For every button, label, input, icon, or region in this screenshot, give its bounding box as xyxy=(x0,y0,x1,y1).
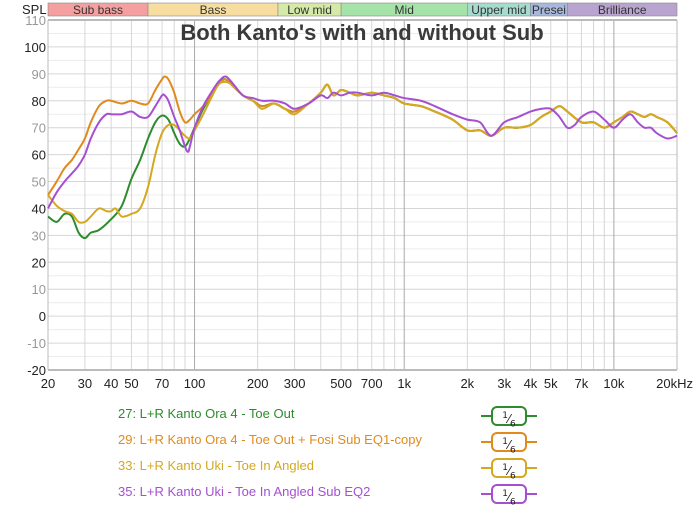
svg-text:50: 50 xyxy=(124,376,138,391)
legend-item-label: 29: L+R Kanto Ora 4 - Toe Out + Fosi Sub… xyxy=(118,432,422,447)
legend-item-label: 27: L+R Kanto Ora 4 - Toe Out xyxy=(118,406,295,421)
svg-text:30: 30 xyxy=(32,228,46,243)
legend-item-label: 33: L+R Kanto Uki - Toe In Angled xyxy=(118,458,314,473)
svg-text:5k: 5k xyxy=(544,376,558,391)
svg-text:3k: 3k xyxy=(497,376,511,391)
svg-text:10: 10 xyxy=(32,282,46,297)
legend-item[interactable]: 33: L+R Kanto Uki - Toe In Angled 1⁄6 xyxy=(0,456,700,482)
svg-text:7k: 7k xyxy=(575,376,589,391)
svg-text:Low mid: Low mid xyxy=(287,3,332,17)
svg-text:100: 100 xyxy=(24,40,46,55)
svg-text:70: 70 xyxy=(155,376,169,391)
chart-grid xyxy=(47,19,678,371)
svg-text:60: 60 xyxy=(32,148,46,163)
smoothing-value: 1⁄6 xyxy=(491,406,527,429)
svg-text:110: 110 xyxy=(25,13,46,28)
svg-text:200: 200 xyxy=(247,376,269,391)
svg-text:300: 300 xyxy=(284,376,306,391)
svg-text:40: 40 xyxy=(32,201,46,216)
svg-text:-20: -20 xyxy=(27,363,46,378)
svg-text:2k: 2k xyxy=(460,376,474,391)
svg-text:Upper mid: Upper mid xyxy=(471,3,526,17)
legend-item[interactable]: 35: L+R Kanto Uki - Toe In Angled Sub EQ… xyxy=(0,482,700,508)
svg-text:4k: 4k xyxy=(524,376,538,391)
chart-title: Both Kanto's with and without Sub xyxy=(180,20,543,45)
svg-text:20kHz: 20kHz xyxy=(656,376,693,391)
svg-text:700: 700 xyxy=(361,376,383,391)
svg-text:40: 40 xyxy=(104,376,118,391)
legend-item[interactable]: 29: L+R Kanto Ora 4 - Toe Out + Fosi Sub… xyxy=(0,430,700,456)
svg-text:500: 500 xyxy=(330,376,352,391)
smoothing-badge[interactable]: 1⁄6 xyxy=(481,484,537,507)
smoothing-badge[interactable]: 1⁄6 xyxy=(481,432,537,455)
svg-text:20: 20 xyxy=(32,255,46,270)
frequency-band-bar: Sub bass Bass Low mid Mid Upper mid Presei Bri… xyxy=(47,2,678,17)
smoothing-badge[interactable]: 1⁄6 xyxy=(481,406,537,429)
smoothing-value: 1⁄6 xyxy=(491,458,527,481)
svg-text:70: 70 xyxy=(32,121,46,136)
smoothing-badge[interactable]: 1⁄6 xyxy=(481,458,537,481)
svg-text:Mid: Mid xyxy=(395,3,414,17)
frequency-response-chart: Sub bass Bass Low mid Mid Upper mid Presei Bri… xyxy=(22,2,693,391)
svg-text:0: 0 xyxy=(39,309,46,324)
smoothing-value: 1⁄6 xyxy=(491,432,527,455)
svg-text:10k: 10k xyxy=(603,376,624,391)
svg-text:90: 90 xyxy=(32,67,46,82)
svg-text:Sub bass: Sub bass xyxy=(73,3,123,17)
response-curves xyxy=(47,75,678,240)
svg-text:Bass: Bass xyxy=(200,3,227,17)
svg-text:20: 20 xyxy=(41,376,55,391)
svg-text:100: 100 xyxy=(184,376,206,391)
svg-text:-10: -10 xyxy=(27,336,46,351)
x-axis-ticks: 20 30 40 50 70 100 200 300 500 700 1k 2k 3k 4k 5k 7k 10k… xyxy=(41,376,693,391)
svg-text:80: 80 xyxy=(32,94,46,109)
y-axis-label: SPL xyxy=(22,2,47,17)
svg-text:30: 30 xyxy=(78,376,92,391)
smoothing-value: 1⁄6 xyxy=(491,484,527,507)
svg-text:1k: 1k xyxy=(397,376,411,391)
legend-item-label: 35: L+R Kanto Uki - Toe In Angled Sub EQ… xyxy=(118,484,371,499)
legend-item[interactable]: 27: L+R Kanto Ora 4 - Toe Out 1⁄6 xyxy=(0,404,700,430)
svg-text:50: 50 xyxy=(32,175,46,190)
svg-text:Presei: Presei xyxy=(532,3,566,17)
svg-text:Brilliance: Brilliance xyxy=(598,3,647,17)
